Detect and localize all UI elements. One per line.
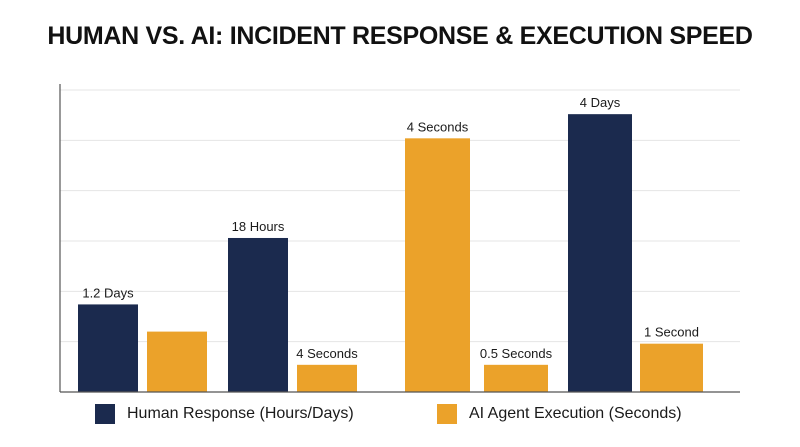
data-label: 1 Second xyxy=(644,325,699,340)
legend-item-human-response: Human Response (Hours/Days) xyxy=(95,404,354,424)
bar-ai-1 xyxy=(147,331,207,392)
data-label: 1.2 Days xyxy=(82,285,134,300)
data-label: 4 Days xyxy=(580,95,621,110)
data-label: 0.5 Seconds xyxy=(480,346,553,361)
bar-ai-3 xyxy=(297,364,357,392)
bar-human-6 xyxy=(568,114,632,392)
bar-ai-4 xyxy=(405,138,470,392)
legend-swatch-ai xyxy=(437,404,457,424)
bars xyxy=(78,114,703,392)
legend-swatch-human xyxy=(95,404,115,424)
legend-item-ai-execution: AI Agent Execution (Seconds) xyxy=(437,404,682,424)
legend-label-ai: AI Agent Execution (Seconds) xyxy=(469,405,682,422)
gridlines xyxy=(60,89,740,343)
legend-label-human: Human Response (Hours/Days) xyxy=(127,405,354,422)
data-label: 4 Seconds xyxy=(296,346,358,361)
data-label: 18 Hours xyxy=(232,219,285,234)
bar-ai-7 xyxy=(640,343,703,392)
bar-human-2 xyxy=(228,237,288,392)
data-label: 4 Seconds xyxy=(407,119,469,134)
axes xyxy=(59,84,740,393)
bar-ai-5 xyxy=(484,364,548,392)
data-labels: 1.2 Days 18 Hours 4 Seconds 4 Seconds 0.5 Se… xyxy=(82,95,699,361)
bar-human-0 xyxy=(78,304,138,392)
chart-title: HUMAN VS. AI: INCIDENT RESPONSE & EXECUT… xyxy=(47,22,753,50)
